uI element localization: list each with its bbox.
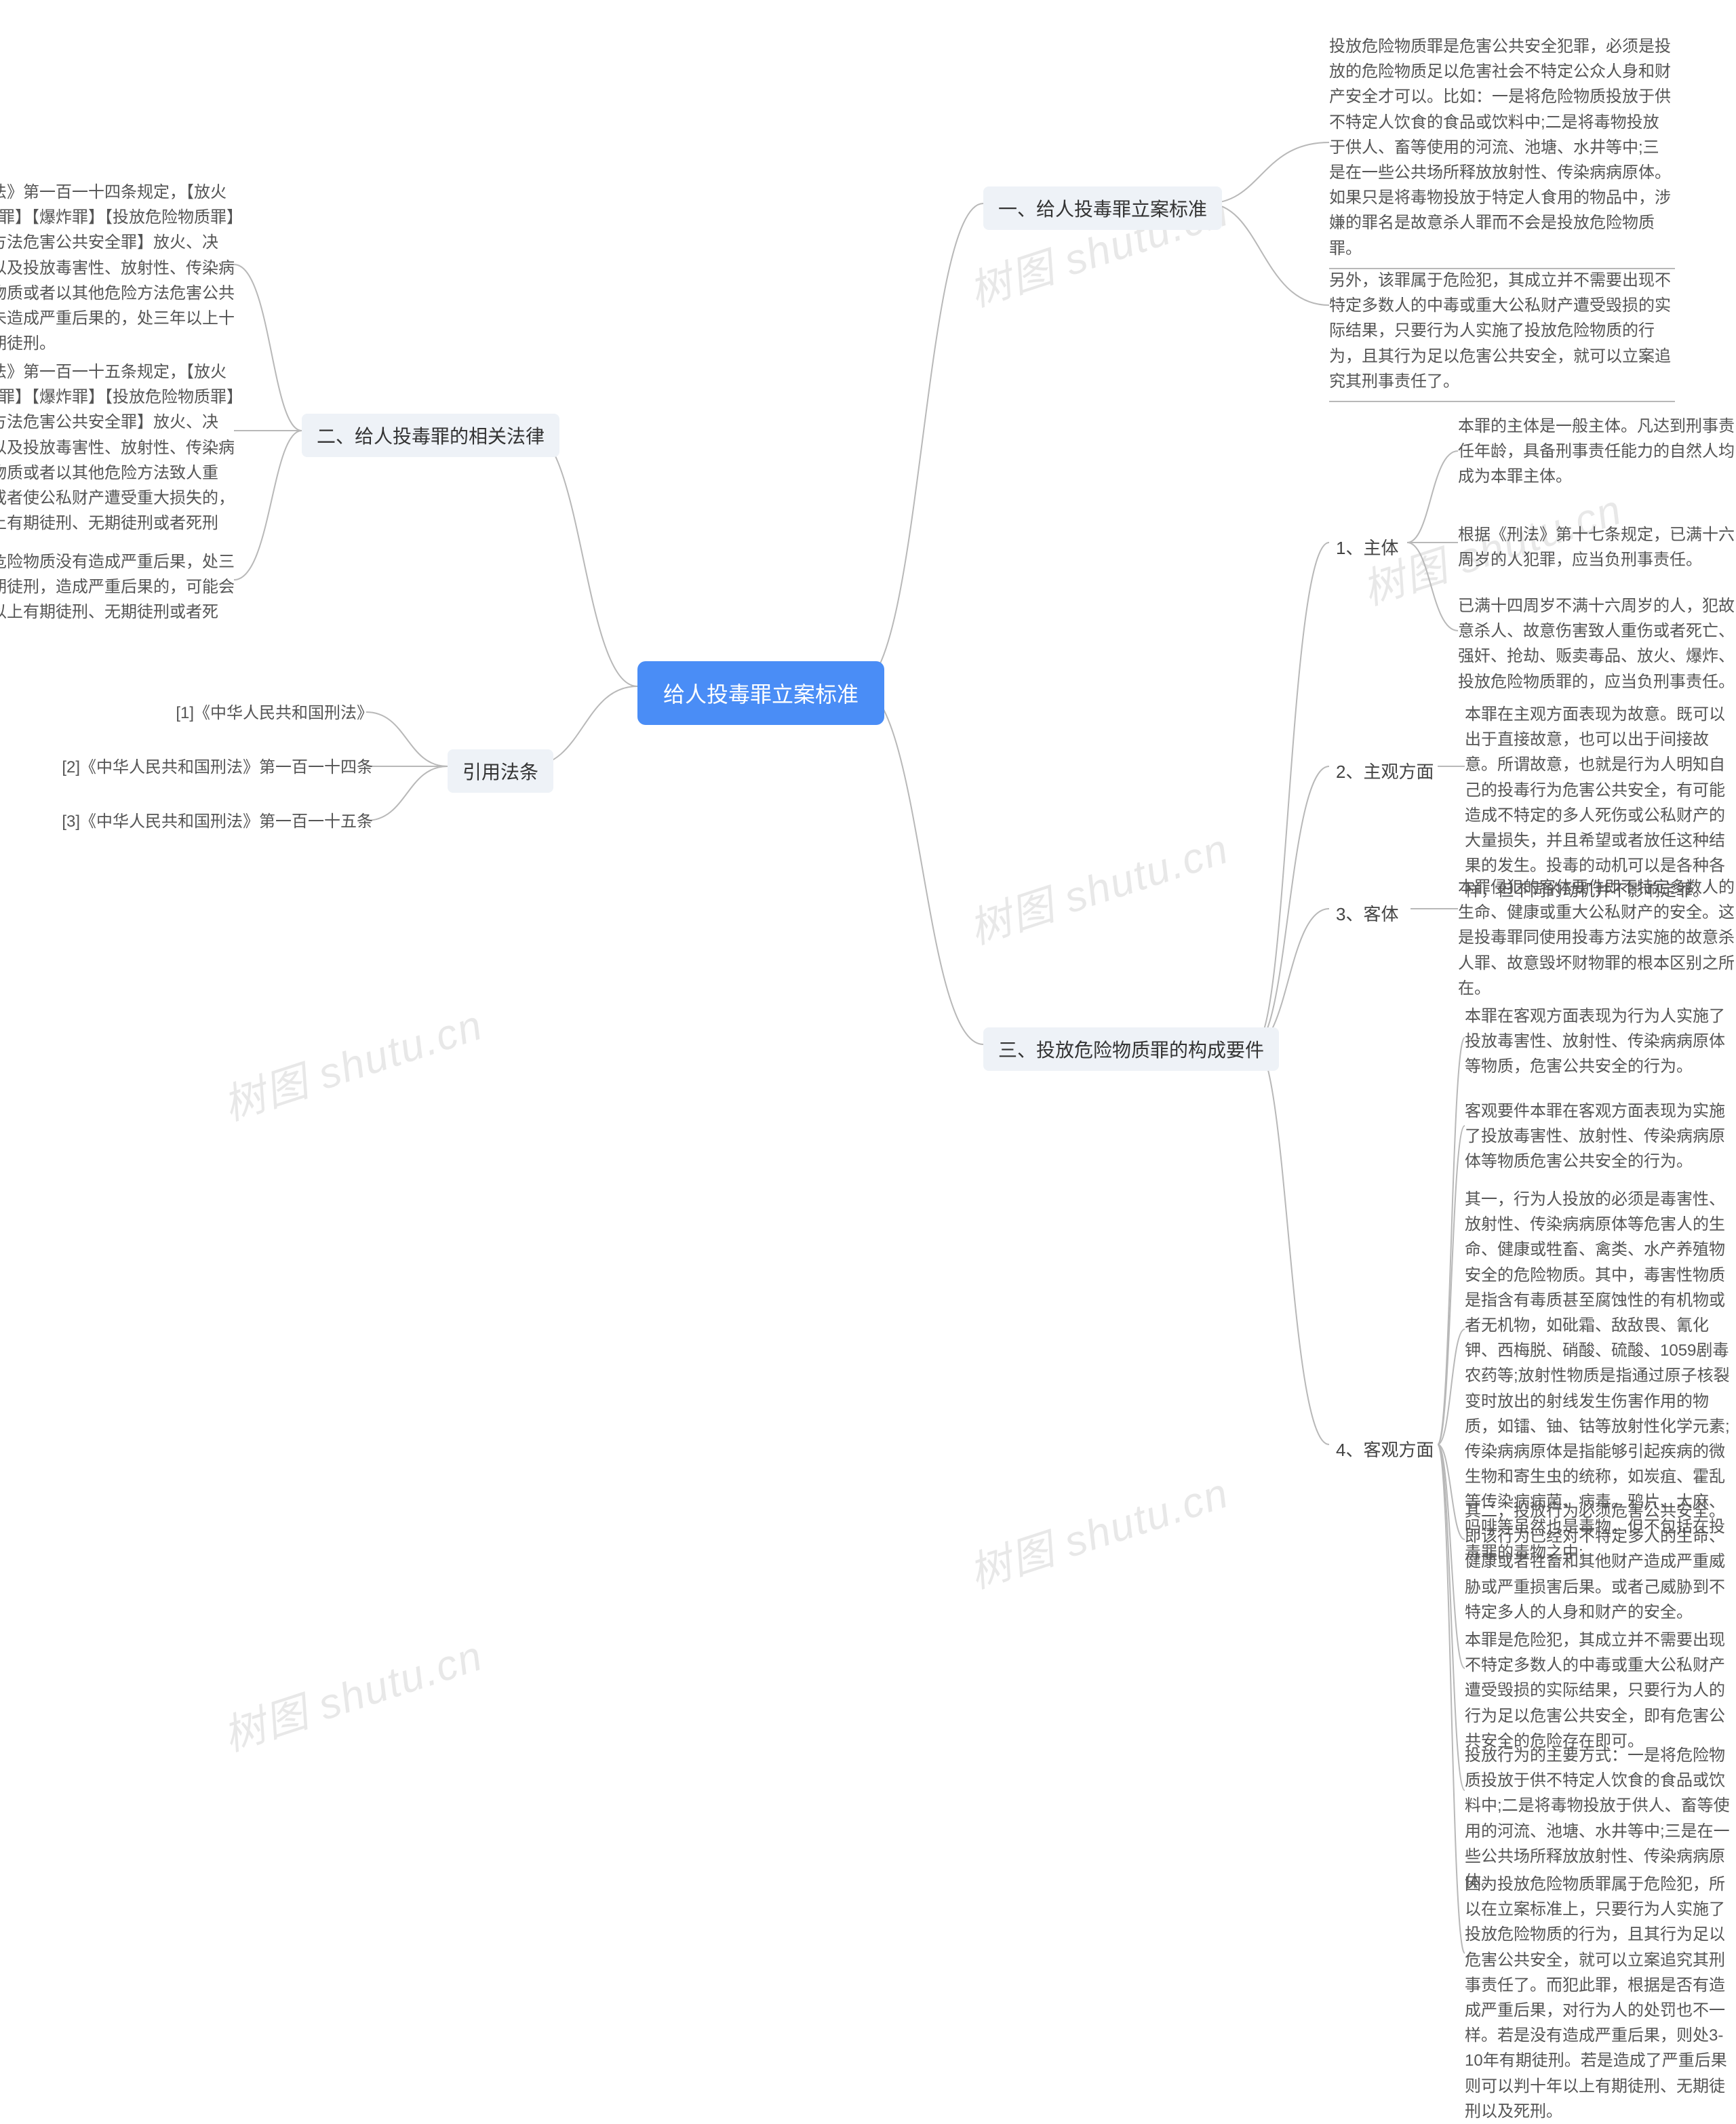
leaf-l2-1: 根据《刑法》第一百一十四条规定，【放火罪】【决水罪】【爆炸罪】【投放危险物质罪】… — [0, 180, 237, 356]
leaf-l3-1-2: 根据《刑法》第十七条规定，已满十六周岁的人犯罪，应当负刑事责任。 — [1458, 522, 1736, 572]
leaf-l4-1: [1]《中华人民共和国刑法》 — [170, 701, 373, 726]
leaf-l2-2: 根据《刑法》第一百一十五条规定，【放火罪】【决水罪】【爆炸罪】【投放危险物质罪】… — [0, 359, 237, 536]
branch-node-b4[interactable]: 引用法条 — [448, 749, 553, 793]
sub-node-s3-1[interactable]: 1、主体 — [1329, 530, 1405, 564]
sub-node-s3-3[interactable]: 3、客体 — [1329, 897, 1405, 930]
mindmap-canvas: 树图 shutu.cn 树图 shutu.cn 树图 shutu.cn 树图 s… — [0, 0, 1736, 2095]
sub-node-s3-4[interactable]: 4、客观方面 — [1329, 1432, 1440, 1466]
leaf-l3-4-5: 本罪是危险犯，其成立并不需要出现不特定多数人的中毒或重大公私财产遭受毁损的实际结… — [1465, 1628, 1736, 1754]
leaf-l3-4-4: 其二，投放行为必须危害公共安全。即该行为已经对不特定多人的生命、健康或者牲畜和其… — [1465, 1499, 1736, 1625]
watermark: 树图 shutu.cn — [214, 991, 490, 1132]
leaf-l1-1: 投放危险物质罪是危害公共安全犯罪，必须是投放的危险物质足以危害社会不特定公众人身… — [1329, 34, 1675, 269]
leaf-l3-1-1: 本罪的主体是一般主体。凡达到刑事责任年龄，具备刑事责任能力的自然人均成为本罪主体… — [1458, 414, 1736, 490]
branch-node-b3[interactable]: 三、投放危险物质罪的构成要件 — [983, 1027, 1279, 1071]
leaf-l3-3-1: 本罪侵犯的客体要件即不特定多数人的生命、健康或重大公私财产的安全。这是投毒罪同使… — [1458, 875, 1736, 1001]
watermark: 树图 shutu.cn — [960, 814, 1236, 956]
leaf-l3-4-1: 本罪在客观方面表现为行为人实施了投放毒害性、放射性、传染病病原体等物质，危害公共… — [1465, 1004, 1736, 1080]
center-node[interactable]: 给人投毒罪立案标准 — [637, 661, 884, 725]
leaf-l1-2: 另外，该罪属于危险犯，其成立并不需要出现不特定多数人的中毒或重大公私财产遭受毁损… — [1329, 268, 1675, 402]
leaf-l3-1-3: 已满十四周岁不满十六周岁的人，犯故意杀人、故意伤害致人重伤或者死亡、强奸、抢劫、… — [1458, 593, 1736, 694]
sub-node-s3-2[interactable]: 2、主观方面 — [1329, 754, 1440, 787]
watermark: 树图 shutu.cn — [214, 1621, 490, 1763]
watermark: 树图 shutu.cn — [960, 1459, 1236, 1600]
leaf-l4-2: [2]《中华人民共和国刑法》第一百一十四条 — [54, 755, 373, 780]
leaf-l3-2-1: 本罪在主观方面表现为故意。既可以出于直接故意，也可以出于间接故意。所谓故意，也就… — [1465, 702, 1736, 904]
leaf-l4-3: [3]《中华人民共和国刑法》第一百一十五条 — [54, 809, 373, 834]
leaf-l2-3: 如果投放危险物质没有造成严重后果，处三到十年有期徒刑，造成严重后果的，可能会判处… — [0, 549, 237, 650]
branch-node-b1[interactable]: 一、给人投毒罪立案标准 — [983, 186, 1222, 230]
leaf-l3-4-2: 客观要件本罪在客观方面表现为实施了投放毒害性、放射性、传染病病原体等物质危害公共… — [1465, 1099, 1736, 1175]
branch-node-b2[interactable]: 二、给人投毒罪的相关法律 — [302, 414, 559, 457]
leaf-l3-4-7: 因为投放危险物质罪属于危险犯，所以在立案标准上，只要行为人实施了投放危险物质的行… — [1465, 1872, 1736, 2124]
